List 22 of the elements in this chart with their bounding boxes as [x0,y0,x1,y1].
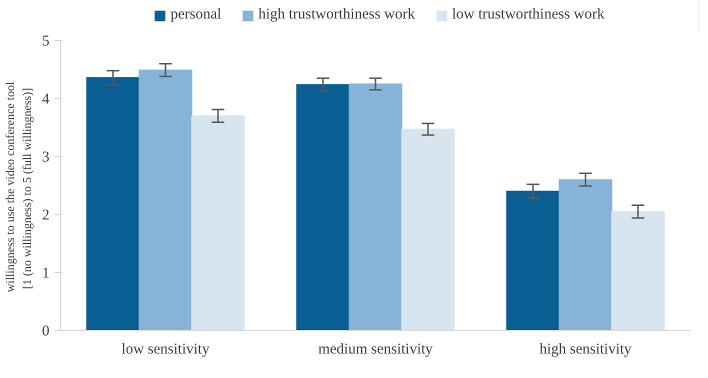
y-tick-label: 4 [42,92,50,108]
bar [558,179,612,330]
legend-label: personal [170,6,222,24]
y-tick-label: 1 [42,266,50,282]
bar [296,84,350,330]
bar [86,77,140,330]
x-tick-label: low sensitivity [122,342,210,358]
y-tick-label: 5 [42,34,50,50]
bar [191,115,245,330]
bar [138,70,192,330]
bar [506,190,560,330]
x-tick-label: high sensitivity [539,342,632,358]
y-axis-title: willingness to use the video conference tool [1 (no willingness) to 5 (full willingness)] [3,81,34,292]
legend-label: low trustworthiness work [452,6,604,24]
bar [611,211,665,330]
y-tick-label: 3 [42,150,50,166]
bar [348,84,402,330]
y-tick-label: 0 [42,324,50,340]
bar [401,128,455,330]
x-tick-label: medium sensitivity [318,342,434,358]
legend-label: high trustworthiness work [258,6,415,24]
y-tick-label: 2 [42,208,50,224]
